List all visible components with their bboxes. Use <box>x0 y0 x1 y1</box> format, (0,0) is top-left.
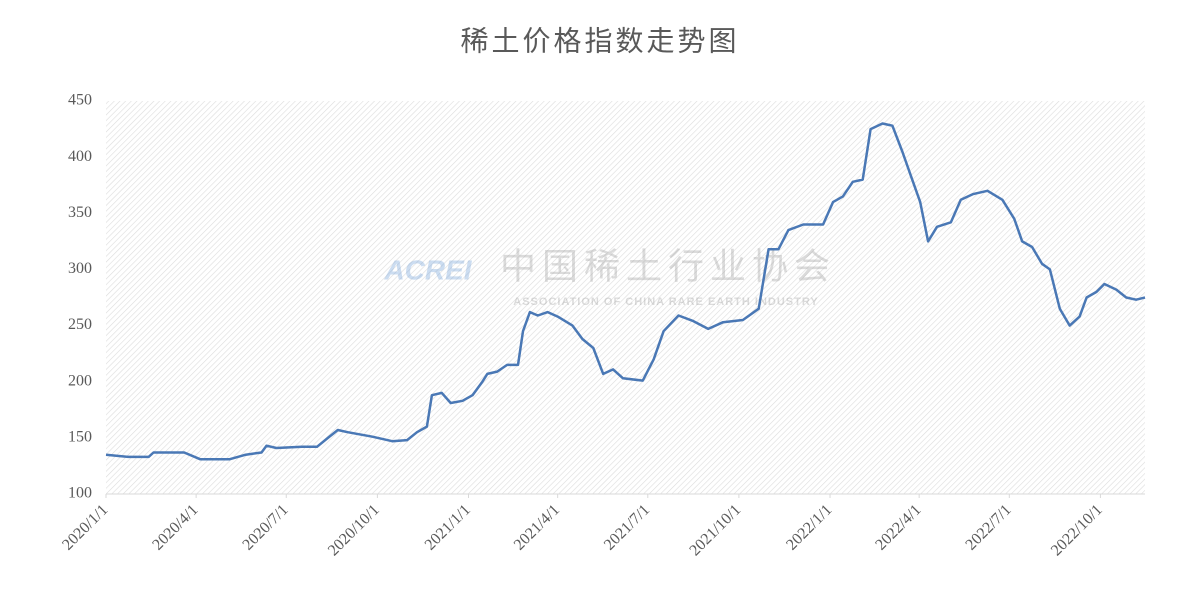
y-tick-label: 350 <box>68 204 92 221</box>
x-tick-label: 2020/7/1 <box>239 501 291 553</box>
x-tick-label: 2021/4/1 <box>511 501 563 553</box>
x-tick-label: 2021/1/1 <box>422 501 474 553</box>
x-tick-label: 2020/1/1 <box>59 501 111 553</box>
chart-title: 稀土价格指数走势图 <box>460 25 739 57</box>
x-tick-label: 2022/1/1 <box>783 501 835 553</box>
y-tick-label: 250 <box>68 316 92 333</box>
watermark-name: 中国稀土行业协会 <box>500 246 836 286</box>
x-tick-label: 2020/4/1 <box>149 501 201 553</box>
y-tick-label: 200 <box>68 372 92 389</box>
plot-area <box>106 101 1145 494</box>
y-tick-label: 100 <box>68 485 92 502</box>
x-tick-label: 2022/4/1 <box>872 501 924 553</box>
y-tick-label: 450 <box>68 92 92 109</box>
data-line <box>105 122 1146 461</box>
watermark-logo: ACREI <box>383 254 472 285</box>
y-tick-label: 400 <box>68 148 92 165</box>
watermark-subtitle: ASSOCIATION OF CHINA RARE EARTH INDUSTRY <box>513 296 818 308</box>
x-tick-label: 2021/10/1 <box>686 501 744 559</box>
x-tick-label: 2022/7/1 <box>962 501 1014 553</box>
y-tick-label: 150 <box>68 429 92 446</box>
y-tick-label: 300 <box>68 260 92 277</box>
x-tick-label: 2021/7/1 <box>601 501 653 553</box>
x-tick-label: 2020/10/1 <box>325 501 383 559</box>
x-tick-label: 2022/10/1 <box>1048 501 1106 559</box>
watermark: ACREI 中国稀土行业协会 ASSOCIATION OF CHINA RARE… <box>383 246 836 308</box>
